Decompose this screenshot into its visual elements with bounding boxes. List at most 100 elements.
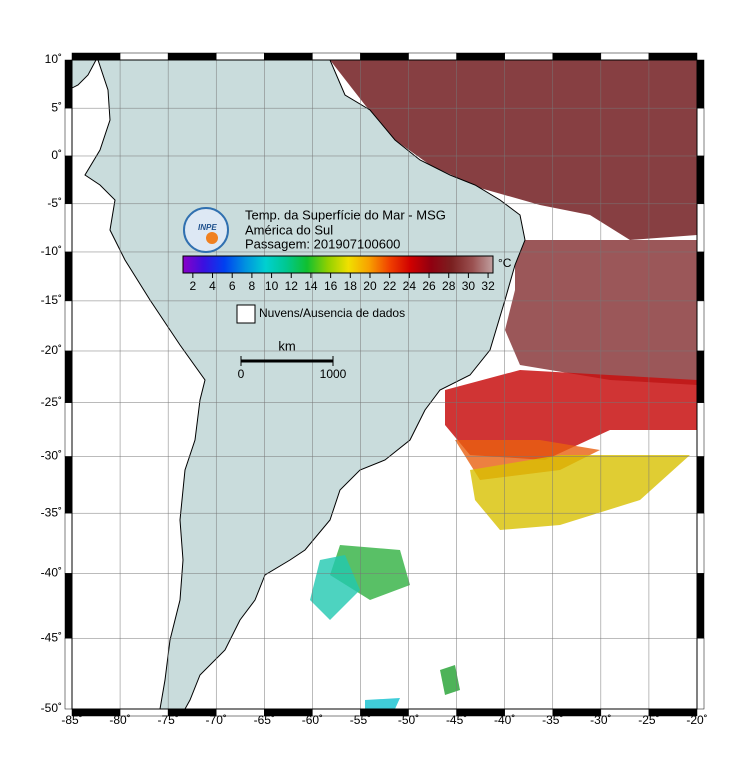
- x-tick-label: -50˚: [398, 713, 419, 727]
- frame-segment: [696, 203, 705, 253]
- scale-label: 1000: [320, 367, 347, 381]
- y-tick-label: -40˚: [41, 566, 62, 580]
- frame-segment: [696, 512, 705, 574]
- colorbar-tick-label: 4: [209, 279, 216, 293]
- frame-segment: [360, 52, 409, 61]
- y-tick-label: -45˚: [41, 630, 62, 644]
- frame-segment: [119, 52, 169, 61]
- frame-segment: [696, 59, 705, 109]
- x-tick-label: -25˚: [638, 713, 659, 727]
- scale-unit: km: [278, 338, 295, 353]
- legend-label: Nuvens/Ausencia de dados: [259, 306, 405, 320]
- y-tick-label: 10˚: [45, 52, 62, 66]
- frame-segment: [64, 402, 73, 457]
- x-tick-label: -55˚: [350, 713, 371, 727]
- frame-segment: [64, 155, 73, 205]
- x-tick-label: -30˚: [590, 713, 611, 727]
- frame-segment: [696, 637, 705, 710]
- y-tick-label: 5˚: [51, 100, 62, 114]
- colorbar-tick-label: 12: [285, 279, 299, 293]
- subtitle: Passagem: 201907100600: [245, 236, 400, 251]
- frame-segment: [696, 456, 705, 514]
- frame-segment: [600, 52, 650, 61]
- frame-segment: [648, 52, 698, 61]
- frame-segment: [64, 456, 73, 514]
- frame-segment: [696, 402, 705, 457]
- y-tick-label: 0˚: [51, 148, 62, 162]
- frame-segment: [64, 203, 73, 253]
- y-tick-label: -50˚: [41, 701, 62, 715]
- frame-segment: [64, 107, 73, 157]
- x-tick-label: -35˚: [542, 713, 563, 727]
- frame-segment: [312, 52, 361, 61]
- frame-segment: [408, 52, 457, 61]
- x-tick-label: -60˚: [302, 713, 323, 727]
- frame-segment: [64, 512, 73, 574]
- frame-segment: [64, 350, 73, 403]
- y-tick-label: -5˚: [47, 196, 62, 210]
- frame-segment: [64, 637, 73, 710]
- colorbar-tick-label: 8: [249, 279, 256, 293]
- legend-swatch: [236, 304, 256, 324]
- sst-patch: [310, 555, 360, 620]
- land: [72, 60, 97, 89]
- title: Temp. da Superfície do Mar - MSG: [245, 207, 446, 222]
- frame-segment: [696, 155, 705, 205]
- x-tick-label: -85˚: [61, 713, 82, 727]
- frame-segment: [71, 52, 121, 61]
- x-tick-label: -75˚: [157, 713, 178, 727]
- y-tick-label: -35˚: [41, 505, 62, 519]
- colorbar-tick-label: 18: [344, 279, 358, 293]
- sst-patch: [470, 455, 690, 530]
- y-tick-label: -25˚: [41, 395, 62, 409]
- x-tick-label: -80˚: [109, 713, 130, 727]
- frame-segment: [504, 52, 554, 61]
- colorbar-tick-label: 6: [229, 279, 236, 293]
- x-tick-label: -70˚: [206, 713, 227, 727]
- colorbar-tick-label: 32: [481, 279, 495, 293]
- subtitle: América do Sul: [245, 222, 333, 237]
- colorbar-tick-label: 2: [189, 279, 196, 293]
- scale-label: 0: [238, 367, 245, 381]
- sst-patch: [445, 370, 697, 460]
- frame-segment: [456, 52, 505, 61]
- x-tick-label: -40˚: [494, 713, 515, 727]
- sst-patch: [440, 665, 460, 695]
- frame-segment: [696, 300, 705, 352]
- logo-text: INPE: [198, 223, 217, 232]
- colorbar-tick-label: 20: [363, 279, 377, 293]
- colorbar-tick-label: 10: [265, 279, 279, 293]
- frame-segment: [552, 52, 602, 61]
- frame-segment: [64, 300, 73, 352]
- frame-segment: [64, 251, 73, 302]
- colorbar-unit: °C: [498, 256, 512, 270]
- frame-segment: [696, 573, 705, 639]
- frame: [64, 52, 705, 717]
- colorbar-tick-label: 22: [383, 279, 397, 293]
- frame-segment: [167, 52, 217, 61]
- y-tick-label: -30˚: [41, 449, 62, 463]
- frame-segment: [215, 52, 265, 61]
- colorbar-tick-label: 14: [304, 279, 318, 293]
- y-tick-label: -15˚: [41, 293, 62, 307]
- frame-segment: [64, 59, 73, 109]
- frame-segment: [696, 350, 705, 403]
- map-area: [72, 60, 697, 709]
- colorbar-tick-label: 24: [403, 279, 417, 293]
- colorbar-tick-label: 26: [422, 279, 436, 293]
- frame-segment: [264, 52, 313, 61]
- colorbar-tick-label: 16: [324, 279, 338, 293]
- sst-patch: [330, 60, 697, 240]
- y-tick-label: -10˚: [41, 244, 62, 258]
- sst-patch: [365, 698, 400, 709]
- colorbar-tick-label: 30: [462, 279, 476, 293]
- y-tick-label: -20˚: [41, 343, 62, 357]
- frame-segment: [64, 573, 73, 639]
- frame-border: [71, 59, 698, 710]
- x-tick-label: -45˚: [446, 713, 467, 727]
- frame-segment: [696, 107, 705, 157]
- x-tick-label: -20˚: [686, 713, 707, 727]
- frame-segment: [696, 251, 705, 302]
- graticule: [72, 60, 697, 709]
